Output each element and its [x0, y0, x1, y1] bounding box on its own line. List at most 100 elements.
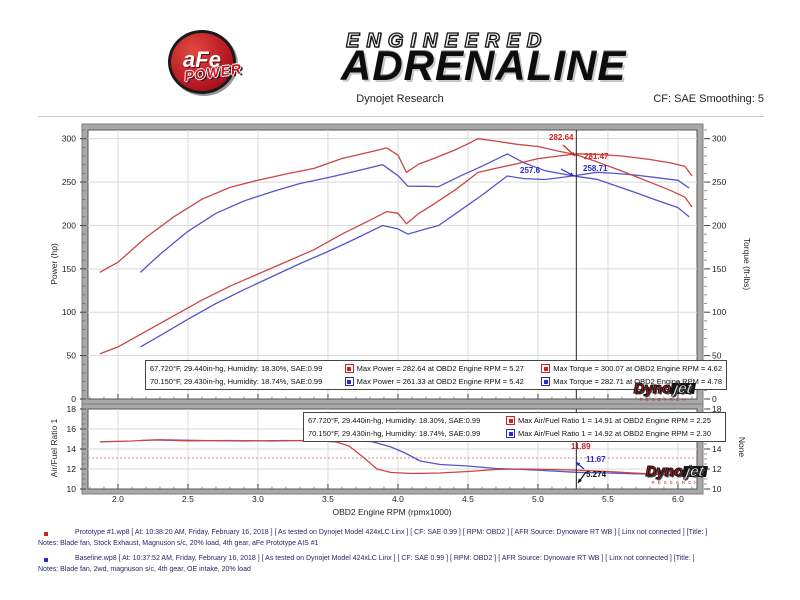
series-checkbox[interactable] [506, 429, 515, 438]
dynojet-watermark: Dyno jet RESEARCH [612, 380, 716, 405]
dynojet-word-dyno: Dyno [645, 463, 683, 480]
y-tick-label-left: 50 [67, 351, 77, 361]
x-tick-label: 5.0 [532, 494, 544, 504]
x-tick-label: 4.0 [392, 494, 404, 504]
y-axis-title-right: Torque (ft-lbs) [742, 238, 752, 291]
y-tick-label-left: 150 [62, 264, 76, 274]
legend-item: Max Air/Fuel Ratio 1 = 14.92 at OBD2 Eng… [506, 427, 711, 440]
report-title: Dynojet Research [356, 93, 444, 105]
run-notes-text: Notes: Blade fan, Stock Exhaust, Magnuso… [38, 540, 319, 547]
x-tick-label: 2.5 [182, 494, 194, 504]
environment-conditions: 70.150°F, 29.430in-hg, Humidity: 18.74%,… [308, 429, 481, 438]
series-checkbox-fill [543, 366, 548, 371]
y-tick-label-right: 18 [712, 404, 722, 414]
y-tick-label-left: 14 [67, 444, 77, 454]
x-tick-label: 4.5 [462, 494, 474, 504]
y-tick-label-right: 10 [712, 484, 722, 494]
run-marker [44, 558, 48, 562]
legend-item: Max Power = 282.64 at OBD2 Engine RPM = … [344, 362, 542, 375]
cursor-value-label: 5.274 [586, 470, 607, 479]
dynojet-research-subtext: RESEARCH [651, 480, 701, 485]
y-tick-label-right: 300 [712, 134, 726, 144]
cursor-value-label: 11.89 [571, 442, 591, 451]
run-notes-text: Notes: Blade fan, 2wd, magnuson s/c, 4th… [38, 566, 251, 573]
cursor-value-label: 257.6 [520, 166, 541, 175]
y-tick-label-right: 250 [712, 177, 726, 187]
legend-row: 70.150°F, 29.430in-hg, Humidity: 18.74%,… [150, 375, 722, 388]
y-tick-label-right: 0 [712, 394, 717, 404]
legend-max-value-text: Max Power = 282.64 at OBD2 Engine RPM = … [356, 364, 524, 373]
smoothing-setting-label: CF: SAE Smoothing: 5 [653, 93, 764, 105]
series-checkbox[interactable] [344, 364, 354, 373]
brand-adrenaline-text: ADRENALINE [341, 42, 627, 89]
y-tick-label-left: 10 [67, 484, 77, 494]
legend-max-value-text: Max Power = 261.33 at OBD2 Engine RPM = … [356, 377, 524, 386]
y-tick-label-left: 250 [62, 177, 76, 187]
legend-row: 67.720°F, 29.440in-hg, Humidity: 18.30%,… [150, 362, 722, 375]
data-curve [140, 171, 690, 348]
run-marker [44, 532, 48, 536]
series-checkbox-fill [508, 418, 513, 423]
series-checkbox[interactable] [344, 377, 354, 386]
y-tick-label-right: 12 [712, 464, 722, 474]
x-tick-label: 6.0 [672, 494, 684, 504]
y-axis-title-left: Air/Fuel Ratio 1 [49, 418, 59, 477]
data-curve [99, 439, 693, 477]
dynojet-watermark: Dyno jet RESEARCH [637, 463, 715, 488]
header-divider [38, 116, 764, 117]
series-checkbox[interactable] [506, 416, 515, 425]
y-axis-title-left: Power (hp) [49, 243, 59, 285]
y-tick-label-right: 50 [712, 351, 722, 361]
y-tick-label-right: 14 [712, 444, 722, 454]
legend-row: 70.150°F, 29.430in-hg, Humidity: 18.74%,… [308, 427, 721, 440]
y-tick-label-left: 0 [71, 394, 76, 404]
y-tick-label-left: 300 [62, 134, 76, 144]
dynojet-research-subtext: RESEARCH [639, 397, 689, 402]
x-tick-label: 5.5 [602, 494, 614, 504]
annotation-arrowhead [576, 462, 581, 467]
data-curve [139, 153, 690, 273]
cursor-value-label: 282.64 [549, 133, 574, 142]
series-checkbox-fill [347, 366, 352, 371]
y-tick-label-left: 18 [67, 404, 77, 414]
legend-item: Max Torque = 300.07 at OBD2 Engine RPM =… [541, 362, 722, 375]
y-tick-label-left: 16 [67, 424, 77, 434]
dynojet-word-jet: jet [670, 380, 696, 397]
brand-engineered-text: ENGINEERED [345, 29, 549, 52]
legend-max-value-text: Max Torque = 300.07 at OBD2 Engine RPM =… [553, 364, 722, 373]
cursor-value-label: 258.71 [583, 164, 608, 173]
annotation-arrowhead [569, 172, 574, 176]
y-tick-label-left: 12 [67, 464, 77, 474]
y-tick-label-right: 200 [712, 220, 726, 230]
y-tick-label-left: 100 [62, 307, 76, 317]
x-tick-label: 2.0 [112, 494, 124, 504]
legend-max-value-text: Max Torque = 282.71 at OBD2 Engine RPM =… [553, 377, 722, 386]
series-checkbox-fill [543, 379, 548, 384]
series-checkbox[interactable] [541, 377, 551, 386]
power-torque-legend: 67.720°F, 29.440in-hg, Humidity: 18.30%,… [145, 360, 727, 390]
legend-row: 67.720°F, 29.440in-hg, Humidity: 18.30%,… [308, 414, 721, 427]
legend-item: Max Torque = 282.71 at OBD2 Engine RPM =… [541, 375, 722, 388]
run-file-info: Prototype #1.wp8 [ At: 10:38:20 AM, Frid… [75, 529, 708, 536]
annotation-arrowhead [578, 478, 582, 483]
afe-logo-text: aFe [183, 47, 221, 72]
series-checkbox-fill [347, 379, 352, 384]
afr-legend: 67.720°F, 29.440in-hg, Humidity: 18.30%,… [303, 412, 726, 442]
environment-conditions: 70.150°F, 29.430in-hg, Humidity: 18.74%,… [150, 377, 323, 386]
dynojet-word-dyno: Dyno [633, 380, 671, 397]
environment-conditions: 67.720°F, 29.440in-hg, Humidity: 18.30%,… [150, 364, 323, 373]
y-tick-label-right: 150 [712, 264, 726, 274]
x-axis-title: OBD2 Engine RPM (rpmx1000) [332, 507, 451, 517]
x-tick-label: 3.5 [322, 494, 334, 504]
afe-power-logo: aFe [168, 30, 236, 94]
legend-item: Max Power = 261.33 at OBD2 Engine RPM = … [344, 375, 542, 388]
legend-max-value-text: Max Air/Fuel Ratio 1 = 14.92 at OBD2 Eng… [518, 429, 712, 438]
plot-area [87, 129, 698, 400]
series-checkbox[interactable] [541, 364, 551, 373]
legend-max-value-text: Max Air/Fuel Ratio 1 = 14.91 at OBD2 Eng… [518, 416, 712, 425]
y-tick-label-left: 200 [62, 220, 76, 230]
data-curve [99, 153, 693, 355]
run-file-info: Baseline.wp8 [ At: 10:37:52 AM, Friday, … [75, 555, 695, 562]
